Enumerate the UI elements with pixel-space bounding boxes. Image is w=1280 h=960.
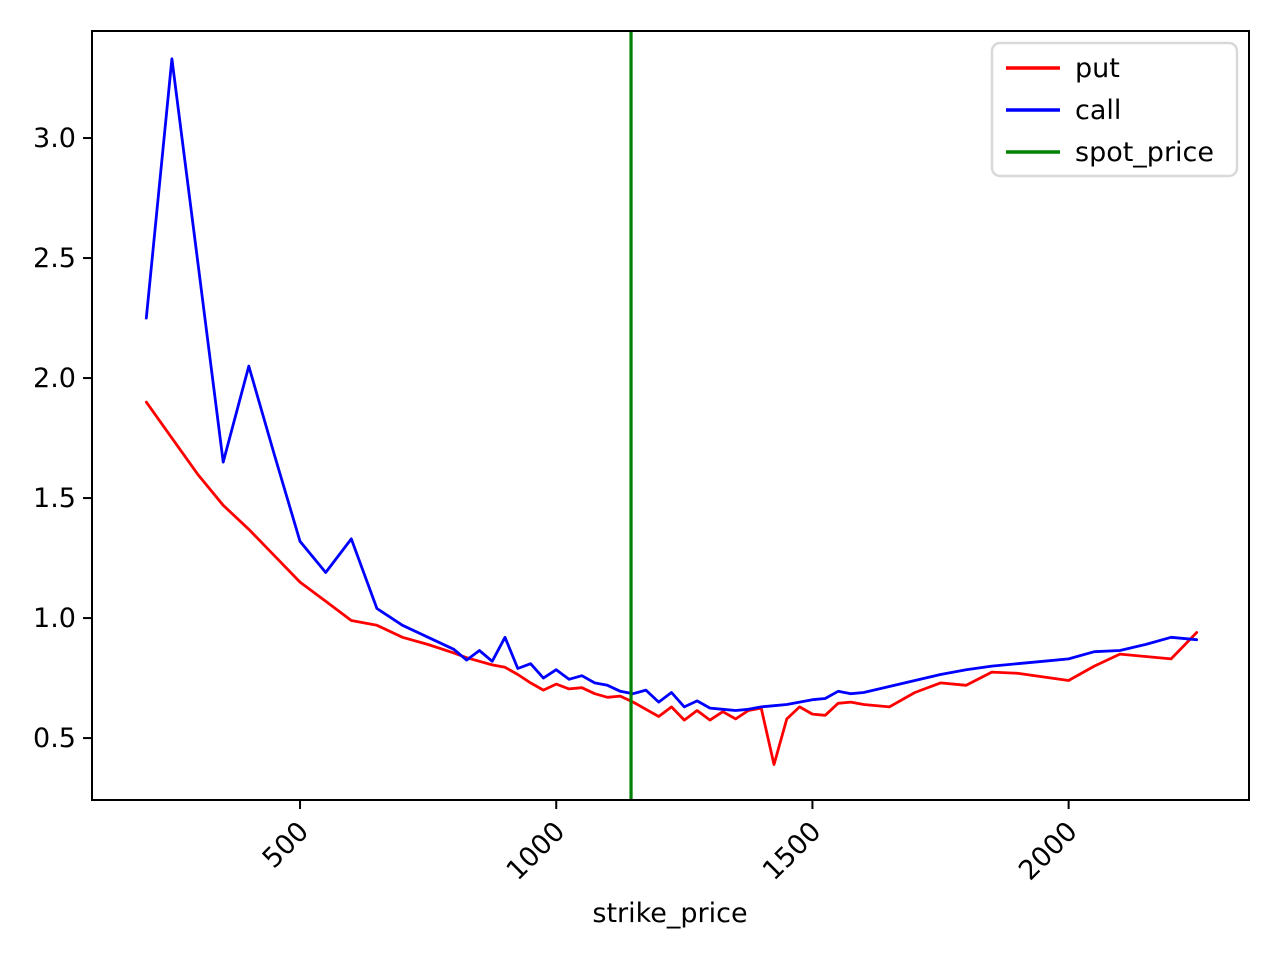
y-tick-label: 2.5: [33, 243, 76, 274]
data-lines: [144, 31, 1199, 800]
legend-put-label: put: [1075, 53, 1120, 84]
y-tick-label: 1.0: [33, 603, 76, 634]
legend-spot-price-label: spot_price: [1075, 137, 1214, 168]
x-axis-label: strike_price: [592, 898, 747, 929]
x-tick-label: 500: [257, 816, 315, 874]
x-tick-label: 1500: [757, 816, 828, 887]
y-tick-label: 3.0: [33, 123, 76, 154]
call-line: [144, 57, 1199, 712]
legend-call-label: call: [1075, 95, 1121, 126]
y-tick-label: 1.5: [33, 483, 76, 514]
legend: put call spot_price: [990, 41, 1239, 178]
legend-box: [990, 41, 1239, 178]
x-tick-label: 2000: [1013, 816, 1084, 887]
axes-frame: [91, 30, 1250, 801]
x-tick-label: 1000: [501, 816, 572, 887]
put-line: [144, 400, 1199, 766]
y-tick-label: 0.5: [33, 723, 76, 754]
y-tick-label: 2.0: [33, 363, 76, 394]
axis-ticks: [83, 137, 1070, 809]
